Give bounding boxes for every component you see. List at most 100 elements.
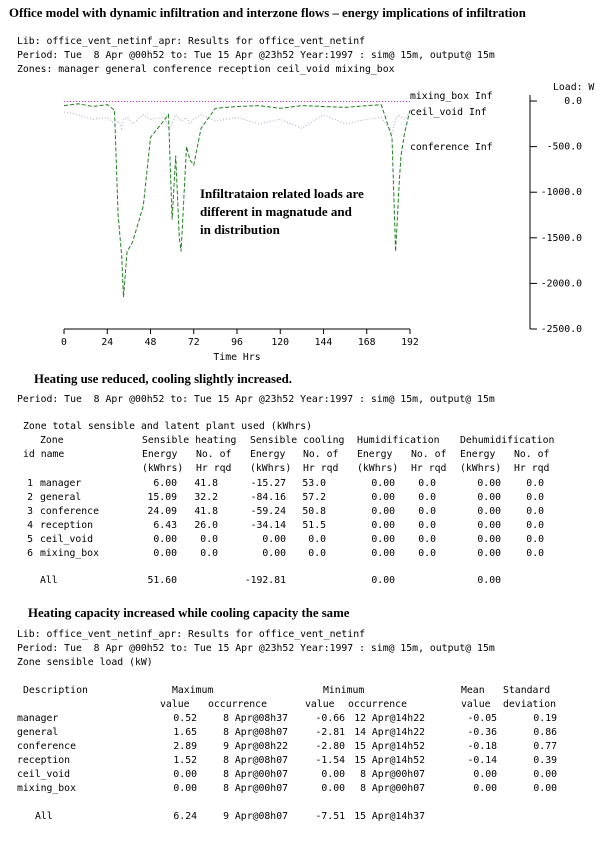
- total-cell: 51.60: [148, 575, 178, 586]
- table-cell: 0.00: [153, 548, 177, 559]
- x-tick-label: 24: [101, 337, 113, 348]
- table-cell: 0.0: [418, 492, 436, 503]
- table-cell: 0.00: [371, 506, 395, 517]
- table-cell: 8 Apr@08h07: [223, 727, 288, 738]
- table-cell: 0.0: [526, 548, 544, 559]
- table-cell: 0.0: [418, 478, 436, 489]
- column-header: value: [461, 699, 491, 710]
- zone-name: manager: [17, 713, 58, 724]
- x-tick-label: 0: [61, 337, 67, 348]
- table-cell: 0.0: [526, 520, 544, 531]
- series-line: [63, 111, 411, 135]
- column-header: Maximum: [172, 685, 213, 696]
- zone-name: manager: [40, 478, 81, 489]
- table-cell: 15 Apr@14h52: [354, 741, 425, 752]
- total-label: All: [35, 811, 53, 822]
- table-cell: 2.89: [173, 741, 197, 752]
- column-group-header: Zone: [40, 435, 64, 446]
- zone-name: ceil_void: [17, 769, 70, 780]
- table-cell: 0.39: [533, 755, 557, 766]
- table-cell: 0.00: [477, 520, 501, 531]
- x-axis-label: Time Hrs: [213, 352, 260, 363]
- zone-name: conference: [17, 741, 76, 752]
- total-label: All: [40, 575, 58, 586]
- table-cell: -0.14: [468, 755, 498, 766]
- column-header: No. of: [196, 449, 231, 460]
- table-cell: 0.0: [308, 534, 326, 545]
- table-cell: 0.0: [200, 534, 218, 545]
- table-title: Zone sensible load (kW): [17, 657, 153, 668]
- total-cell: 15 Apr@14h37: [354, 811, 425, 822]
- table-cell: 0.19: [533, 713, 557, 724]
- x-tick-label: 96: [231, 337, 243, 348]
- table-cell: 0.00: [262, 548, 286, 559]
- series-line: [63, 103, 411, 298]
- column-header: No. of: [411, 449, 446, 460]
- zone-name: general: [40, 492, 81, 503]
- unit-header: (kWhrs): [460, 463, 501, 474]
- column-header: Energy: [357, 449, 392, 460]
- zone-name: reception: [40, 520, 93, 531]
- zone-id: 5: [27, 534, 33, 545]
- table-cell: 8 Apr@08h37: [223, 713, 288, 724]
- table-cell: 0.00: [321, 783, 345, 794]
- table-cell: 53.0: [302, 478, 326, 489]
- annotation: different in magnatude and: [200, 204, 353, 219]
- total-cell: -7.51: [316, 811, 346, 822]
- column-header: Mean: [461, 685, 485, 696]
- x-tick-label: 144: [315, 337, 333, 348]
- table-cell: 0.00: [321, 769, 345, 780]
- column-header: Description: [23, 685, 88, 696]
- table-cell: 1.65: [173, 727, 197, 738]
- column-group-header: Dehumidification: [460, 435, 554, 446]
- table-cell: 6.00: [153, 478, 177, 489]
- table-cell: 0.00: [477, 534, 501, 545]
- total-cell: -192.81: [245, 575, 286, 586]
- unit-header: (kWhrs): [142, 463, 183, 474]
- table-cell: 26.0: [194, 520, 218, 531]
- table-cell: 1.52: [173, 755, 197, 766]
- x-tick-label: 48: [145, 337, 157, 348]
- column-header: Energy: [142, 449, 177, 460]
- table-cell: 0.00: [477, 548, 501, 559]
- table-cell: -0.18: [468, 741, 498, 752]
- column-header: Standard: [503, 685, 550, 696]
- table-title: Zone total sensible and latent plant use…: [23, 421, 312, 432]
- table-cell: 0.00: [533, 769, 557, 780]
- x-tick-label: 72: [188, 337, 200, 348]
- unit-header: (kWhrs): [357, 463, 398, 474]
- column-header: No. of: [514, 449, 549, 460]
- y-tick-label: -500.0: [547, 142, 582, 153]
- y-axis-label: Load: W: [553, 82, 594, 93]
- table-cell: 0.0: [526, 534, 544, 545]
- table-cell: 0.77: [533, 741, 557, 752]
- column-header: No. of: [303, 449, 338, 460]
- table-cell: 0.00: [477, 492, 501, 503]
- zones-line: Zones: manager general conference recept…: [17, 64, 395, 75]
- section-heading: Heating capacity increased while cooling…: [28, 606, 350, 620]
- table-cell: 8 Apr@00h07: [223, 769, 288, 780]
- column-header: deviation: [503, 699, 556, 710]
- y-tick-label: -2000.0: [541, 278, 582, 289]
- table-cell: -1.54: [316, 755, 346, 766]
- table-cell: 8 Apr@00h07: [223, 783, 288, 794]
- zone-name: general: [17, 727, 58, 738]
- table-cell: -34.14: [251, 520, 286, 531]
- x-tick-label: 192: [401, 337, 419, 348]
- table-cell: 0.00: [371, 492, 395, 503]
- table-cell: 0.0: [526, 506, 544, 517]
- column-header: Energy: [460, 449, 495, 460]
- lib-line: Lib: office_vent_netinf_apr: Results for…: [17, 36, 365, 47]
- table-cell: 0.0: [418, 548, 436, 559]
- table-cell: 41.8: [194, 506, 218, 517]
- table-cell: 57.2: [302, 492, 326, 503]
- y-tick-label: -1500.0: [541, 233, 582, 244]
- page-title: Office model with dynamic infiltration a…: [9, 6, 526, 20]
- table-cell: 0.00: [173, 769, 197, 780]
- column-group-header: Sensible heating: [142, 435, 236, 446]
- total-cell: 0.00: [371, 575, 395, 586]
- zone-name: mixing_box: [40, 548, 99, 559]
- table-cell: 8 Apr@00h07: [360, 769, 425, 780]
